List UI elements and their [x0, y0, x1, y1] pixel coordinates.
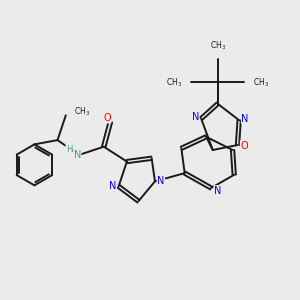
- Text: H: H: [66, 145, 72, 154]
- Text: O: O: [103, 113, 111, 123]
- Text: N: N: [214, 186, 221, 196]
- Text: CH$_3$: CH$_3$: [254, 76, 269, 88]
- Text: CH$_3$: CH$_3$: [74, 106, 90, 118]
- Text: N: N: [242, 114, 249, 124]
- Text: N: N: [74, 150, 81, 160]
- Text: CH$_3$: CH$_3$: [210, 39, 226, 52]
- Text: N: N: [157, 176, 165, 186]
- Text: CH$_3$: CH$_3$: [166, 76, 182, 88]
- Text: O: O: [240, 141, 248, 151]
- Text: N: N: [192, 112, 199, 122]
- Text: N: N: [109, 181, 116, 191]
